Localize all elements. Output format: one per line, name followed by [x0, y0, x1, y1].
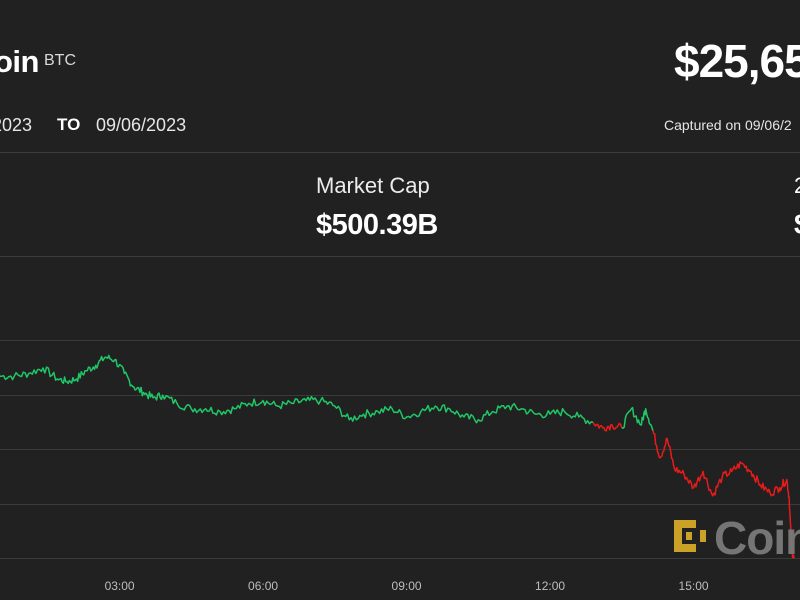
- range-to-label: TO: [57, 115, 81, 134]
- x-tick-label: 09:00: [392, 579, 422, 593]
- stat-right-value: $: [794, 209, 800, 242]
- captured-timestamp: Captured on 09/06/2: [664, 117, 792, 133]
- chart-series: [0, 354, 795, 559]
- series-line-up: [621, 406, 654, 431]
- header-divider: [0, 152, 800, 153]
- market-cap-label: Market Cap: [316, 173, 430, 198]
- x-tick-label: 03:00: [105, 579, 135, 593]
- stat-right-label: 2: [794, 173, 800, 199]
- market-cap-value: $500.39B: [316, 209, 438, 241]
- x-axis-ticks: 03:00 06:00 09:00 12:00 15:00: [105, 579, 709, 593]
- stats-divider: [0, 256, 800, 257]
- range-from-date: 2023: [0, 115, 33, 135]
- series-line-down: [592, 422, 623, 432]
- series-line-down: [652, 430, 795, 559]
- range-to-date: 09/06/2023: [96, 115, 187, 135]
- watermark-text: Coin: [714, 512, 800, 564]
- chart-grid: [0, 340, 800, 559]
- coindesk-logo-icon: [674, 520, 706, 552]
- x-tick-label: 12:00: [535, 579, 565, 593]
- coin-name: oin: [0, 44, 40, 79]
- x-tick-label: 15:00: [679, 579, 709, 593]
- series-line-up: [0, 354, 594, 425]
- price-chart: 03:00 06:00 09:00 12:00 15:00: [0, 340, 800, 593]
- x-tick-label: 06:00: [248, 579, 278, 593]
- coin-ticker: BTC: [44, 52, 76, 69]
- current-price: $25,65: [674, 35, 800, 87]
